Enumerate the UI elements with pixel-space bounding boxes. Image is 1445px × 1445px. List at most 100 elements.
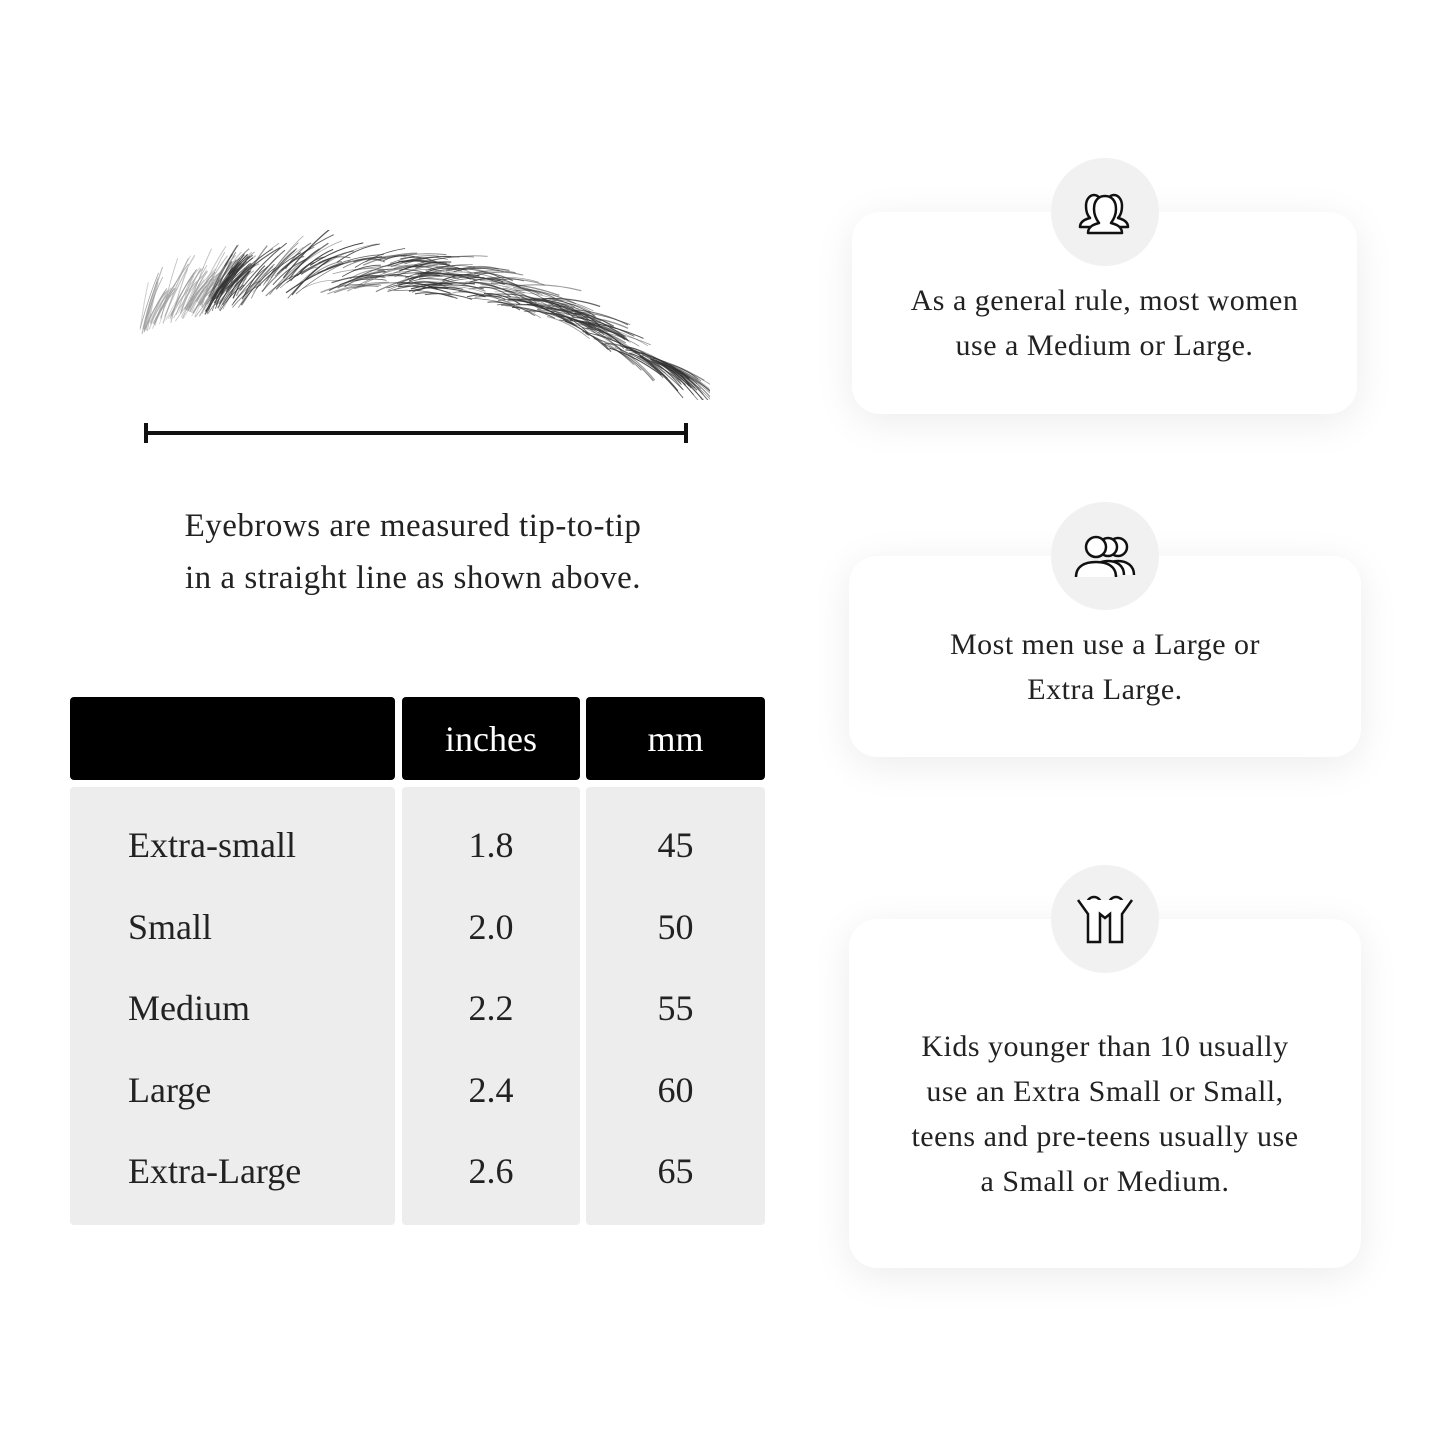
eyebrow-hair-stroke bbox=[355, 275, 415, 282]
eyebrow-hair-stroke bbox=[408, 286, 463, 292]
eyebrow-hair-stroke bbox=[354, 248, 406, 268]
eyebrow-hair-stroke bbox=[162, 258, 189, 324]
table-header-inches: inches bbox=[402, 697, 580, 780]
eyebrow-hair-stroke bbox=[552, 299, 596, 317]
eyebrow-hair-stroke bbox=[421, 284, 473, 294]
card-text: As a general rule, most women bbox=[910, 284, 1299, 317]
table-column-mm bbox=[586, 787, 765, 1225]
eyebrow-hair-stroke bbox=[153, 287, 176, 325]
eyebrow-hair-stroke bbox=[336, 243, 380, 263]
eyebrow-hair-stroke bbox=[398, 261, 452, 272]
eyebrow-hair-stroke bbox=[422, 287, 486, 298]
eyebrow-hair-stroke bbox=[513, 287, 576, 305]
eyebrow-hair-stroke bbox=[269, 255, 311, 295]
eyebrow-hair-stroke bbox=[592, 335, 635, 366]
eyebrow-hair-stroke bbox=[146, 282, 159, 332]
eyebrow-hair-stroke bbox=[154, 291, 168, 326]
eyebrow-hair-stroke bbox=[201, 266, 225, 314]
eyebrow-hair-stroke bbox=[175, 278, 212, 322]
eyebrow-hair-stroke bbox=[210, 244, 239, 299]
eyebrow-hair-stroke bbox=[678, 369, 710, 393]
eyebrow-hair-stroke bbox=[463, 270, 516, 276]
eyebrow-hair-stroke bbox=[515, 304, 581, 316]
eyebrow-hair-stroke bbox=[511, 306, 556, 319]
table-cell-mm: 60 bbox=[657, 1069, 694, 1110]
eyebrow-hair-stroke bbox=[362, 252, 418, 266]
eyebrow-hair-stroke bbox=[139, 272, 160, 329]
eyebrow-hair-stroke bbox=[578, 320, 626, 341]
eyebrow-hair-stroke bbox=[598, 332, 640, 347]
eyebrow-hair-stroke bbox=[352, 265, 421, 272]
eyebrow-hair-stroke bbox=[619, 349, 656, 381]
eyebrow-hair-stroke bbox=[546, 316, 590, 340]
eyebrow-hair-stroke bbox=[232, 270, 250, 299]
eyebrow-hair-stroke bbox=[409, 264, 451, 270]
men-info-card: Most men use a Large or Extra Large. bbox=[849, 556, 1361, 757]
eyebrow-hair-stroke bbox=[575, 313, 625, 338]
eyebrow-hair-stroke bbox=[341, 264, 381, 278]
eyebrow-hair-stroke bbox=[592, 327, 631, 343]
caption-line: Eyebrows are measured tip-to-tip bbox=[184, 508, 642, 544]
eyebrow-hair-stroke bbox=[414, 292, 458, 300]
eyebrow-hair-stroke bbox=[505, 285, 543, 296]
eyebrow-hair-stroke bbox=[419, 255, 488, 264]
eyebrow-hair-stroke bbox=[220, 262, 239, 292]
eyebrow-hair-stroke bbox=[287, 257, 333, 299]
eyebrow-hair-stroke bbox=[436, 266, 473, 274]
eyebrow-hair-stroke bbox=[295, 260, 351, 295]
eyebrow-hair-stroke bbox=[576, 316, 629, 329]
eyebrow-hair-stroke bbox=[171, 269, 197, 315]
eyebrow-hair-stroke bbox=[388, 276, 443, 291]
card-text: use a Medium or Large. bbox=[955, 329, 1254, 362]
measurement-line bbox=[144, 423, 688, 443]
eyebrow-hair-stroke bbox=[252, 246, 304, 293]
eyebrow-hair-stroke bbox=[596, 333, 645, 360]
eyebrow-hair-stroke bbox=[487, 301, 521, 311]
eyebrow-hair-stroke bbox=[419, 267, 457, 276]
eyebrow-hair-stroke bbox=[618, 351, 654, 382]
eyebrow-hair-stroke bbox=[377, 253, 447, 261]
table-cell-inches: 2.4 bbox=[468, 1069, 514, 1110]
eyebrow-hair-stroke bbox=[296, 248, 334, 277]
eyebrow-hair-stroke bbox=[332, 268, 389, 275]
kids-icon bbox=[1051, 865, 1159, 973]
eyebrow-hair-stroke bbox=[337, 270, 385, 289]
eyebrow-hair-stroke bbox=[474, 295, 540, 303]
eyebrow-hair-stroke bbox=[417, 264, 473, 276]
eyebrow-hair-stroke bbox=[173, 271, 207, 319]
eyebrow-hair-stroke bbox=[393, 266, 462, 272]
eyebrow-hair-stroke bbox=[490, 282, 560, 296]
eyebrow-hair-stroke bbox=[476, 271, 524, 276]
table-column-size bbox=[70, 787, 395, 1225]
eyebrow-hair-stroke bbox=[199, 278, 220, 306]
eyebrow-hair-stroke bbox=[486, 277, 522, 289]
eyebrow-hair-stroke bbox=[196, 245, 227, 303]
eyebrow-hair-stroke bbox=[275, 242, 329, 290]
eyebrow-hair-stroke bbox=[306, 260, 342, 280]
eyebrow-hair-stroke bbox=[188, 248, 212, 309]
eyebrow-hair-stroke bbox=[389, 255, 439, 264]
eyebrow-hair-stroke bbox=[558, 305, 596, 328]
card-text: Extra Large. bbox=[1027, 672, 1183, 706]
eyebrow-hair-stroke bbox=[270, 250, 296, 279]
women-group-icon bbox=[1051, 158, 1159, 266]
eyebrow-hair-stroke bbox=[302, 279, 340, 289]
kids-info-card: Kids younger than 10 usually use an Extr… bbox=[849, 919, 1361, 1268]
eyebrow-hair-stroke bbox=[662, 362, 702, 382]
eyebrow-hair-stroke bbox=[222, 253, 245, 294]
eyebrow-hair-stroke bbox=[261, 247, 312, 293]
table-header-mm: mm bbox=[586, 697, 765, 780]
eyebrow-hair-stroke bbox=[239, 242, 288, 291]
eyebrow-hair-stroke bbox=[170, 268, 189, 323]
eyebrow-hair-stroke bbox=[408, 274, 441, 282]
eyebrow-hair-stroke bbox=[562, 319, 597, 328]
eyebrow-hair-stroke bbox=[464, 268, 501, 279]
eyebrow-hair-stroke bbox=[198, 274, 230, 317]
eyebrow-hair-stroke bbox=[243, 249, 286, 298]
eyebrow-hair-stroke bbox=[290, 262, 315, 282]
eyebrow-hair-stroke bbox=[468, 297, 536, 313]
eyebrow-hair-stroke bbox=[601, 342, 642, 371]
eyebrow-hair-stroke bbox=[614, 347, 668, 379]
eyebrow-hair-stroke bbox=[660, 361, 699, 400]
eyebrow-hair-stroke bbox=[531, 297, 575, 318]
